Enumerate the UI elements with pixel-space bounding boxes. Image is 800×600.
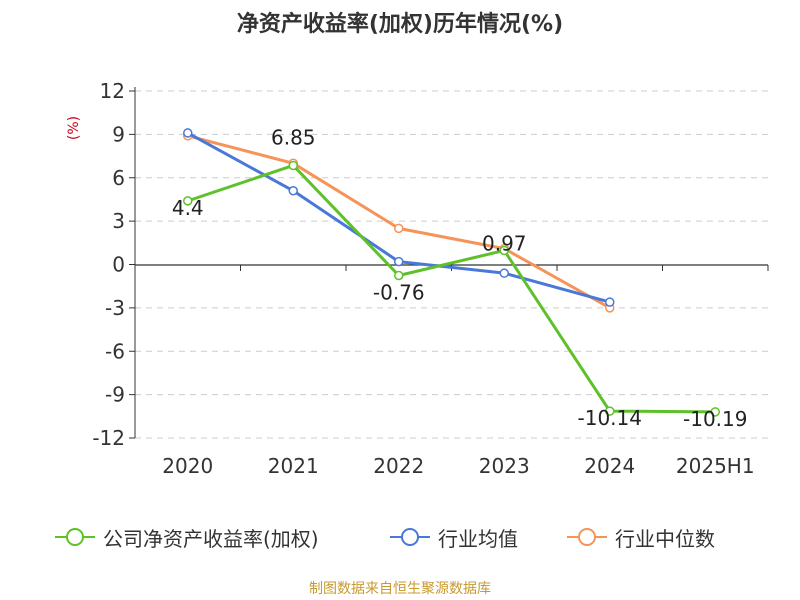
series-lines [183, 128, 720, 417]
legend-item[interactable]: 行业均值 [390, 519, 518, 555]
data-labels: 4.4 6.85 -0.76 0.97 -10.14 -10.19 [172, 125, 748, 430]
legend-item[interactable]: 公司净资产收益率(加权) [55, 519, 319, 555]
y-tick-label: -3 [105, 296, 125, 320]
x-tick-label: 2022 [373, 454, 424, 478]
data-point [288, 160, 298, 171]
legend: 公司净资产收益率(加权) 行业均值 行业中位数 [0, 519, 800, 555]
x-tick-label: 2023 [479, 454, 530, 478]
source-note: 制图数据来自恒生聚源数据库 [309, 581, 491, 597]
x-tick-label: 2020 [162, 454, 213, 478]
data-point [710, 407, 720, 417]
legend-label: 行业均值 [438, 526, 518, 551]
x-tick-label: 2021 [268, 454, 319, 478]
legend-label: 公司净资产收益率(加权) [103, 526, 319, 551]
y-tick-label: -6 [105, 339, 125, 363]
legend-label: 行业中位数 [615, 526, 715, 551]
data-point [394, 256, 404, 267]
y-tick-label: 9 [112, 122, 125, 146]
data-point [605, 406, 615, 416]
y-tick-label: 0 [112, 253, 125, 277]
data-point [499, 268, 509, 278]
y-tick-label: -12 [92, 426, 125, 450]
chart-title: 净资产收益率(加权)历年情况(%) [236, 12, 564, 37]
y-tick-label: 6 [112, 166, 125, 190]
data-point [394, 223, 404, 234]
data-point [394, 270, 404, 281]
x-tick-label: 2024 [584, 454, 635, 478]
data-label: 4.4 [172, 196, 204, 220]
data-point [499, 245, 509, 256]
x-tick-label: 2025H1 [676, 454, 755, 478]
data-label: -10.19 [683, 407, 747, 431]
data-label: 0.97 [482, 231, 527, 255]
y-tick-label: 3 [112, 209, 125, 233]
legend-item[interactable]: 行业中位数 [567, 519, 715, 555]
data-point [288, 186, 298, 196]
legend-swatch-icon [567, 528, 607, 546]
data-point [183, 196, 193, 206]
y-tick-label: -9 [105, 383, 125, 407]
y-axis-label: (%) [66, 116, 82, 140]
data-point [183, 128, 193, 138]
data-point [605, 297, 615, 307]
legend-swatch-icon [55, 528, 95, 546]
data-label: 6.85 [271, 125, 316, 149]
axes: 12 9 6 3 0 -3 -6 -9 -12 2020 2021 2022 2023 2024 2025H… [92, 79, 769, 478]
data-label: -0.76 [373, 280, 425, 304]
legend-swatch-icon [390, 528, 430, 546]
y-tick-label: 12 [100, 79, 125, 103]
series-line [187, 163, 716, 414]
data-label: -10.14 [578, 406, 642, 430]
